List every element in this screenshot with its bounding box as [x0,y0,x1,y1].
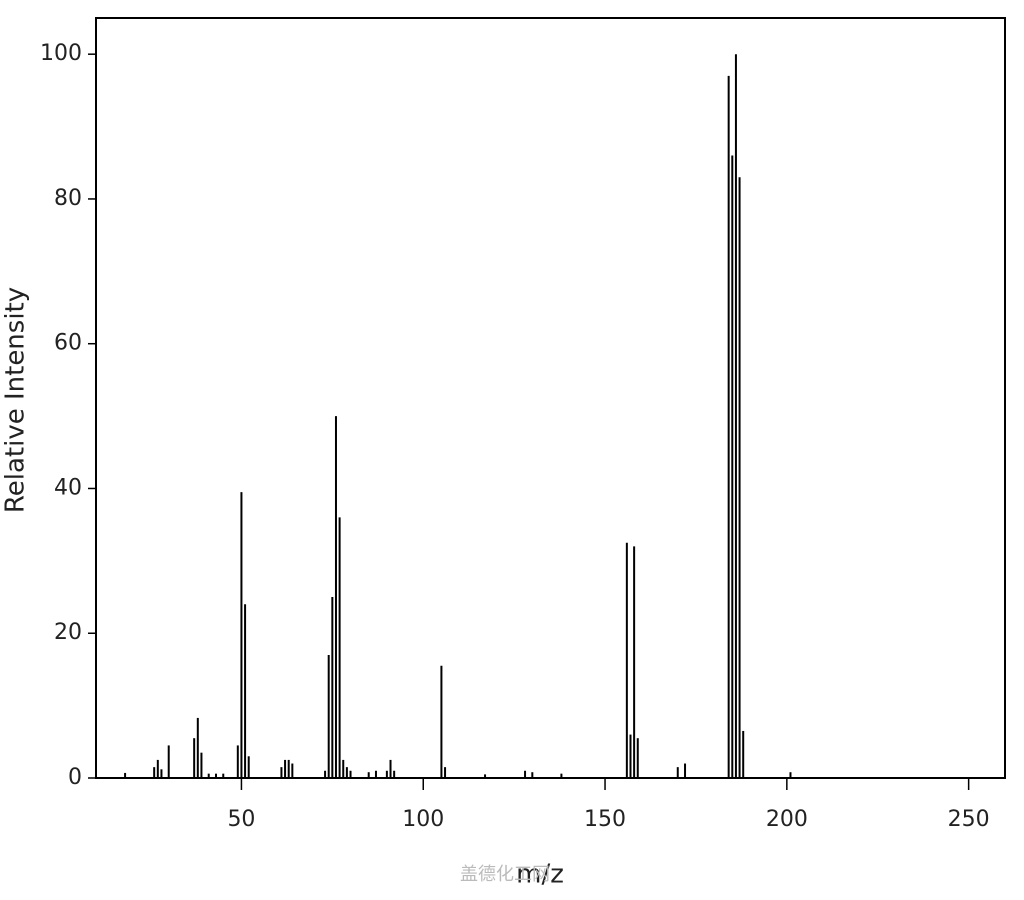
y-tick-label: 0 [68,765,82,790]
plot-frame [95,17,1006,779]
y-tick-label: 80 [54,186,82,211]
y-axis-label: Relative Intensity [1,287,31,513]
y-tick-label: 60 [54,331,82,356]
watermark: 盖德化工网 [460,864,550,885]
y-tick-label: 100 [40,41,82,66]
x-tick-label: 100 [402,807,444,832]
x-tick-label: 250 [948,807,990,832]
y-tick-label: 20 [54,620,82,645]
x-tick-label: 50 [227,807,255,832]
y-tick-label: 40 [54,475,82,500]
x-tick-label: 200 [766,807,808,832]
x-axis-label: m/z [516,860,564,890]
x-tick-label: 150 [584,807,626,832]
